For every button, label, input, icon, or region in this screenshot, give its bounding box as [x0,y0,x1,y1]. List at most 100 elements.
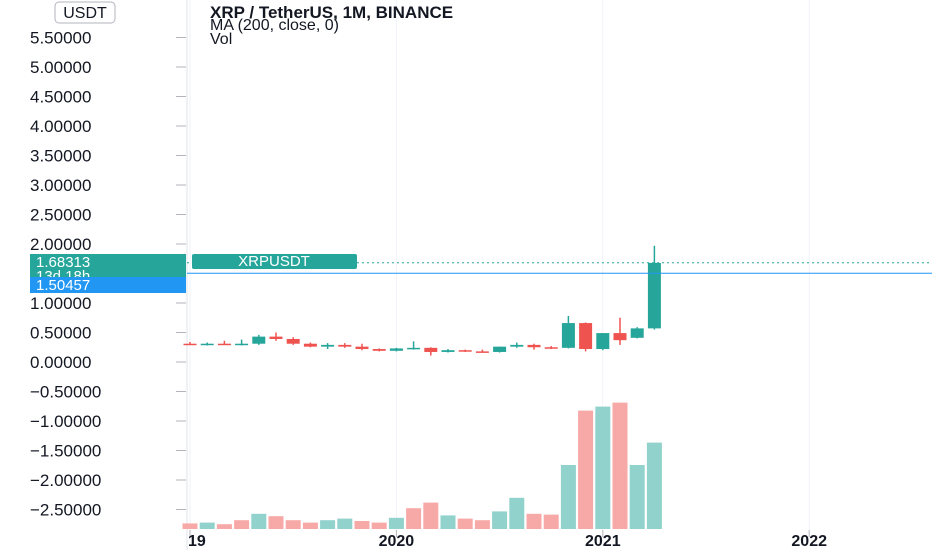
y-tick-label-16: −2.50000 [30,501,101,520]
volume-bar-20 [526,513,542,529]
candle-body-12 [389,348,403,351]
candles [183,245,661,356]
currency-label: USDT [63,5,107,22]
x-tick-label-0: 19 [188,533,206,550]
y-tick-label-15: −2.00000 [30,471,101,490]
volume-bar-22 [560,465,576,529]
volume-bars [182,402,662,529]
y-tick-label-6: 2.50000 [30,206,91,225]
volume-bar-19 [509,497,525,529]
candle-body-3 [235,343,249,346]
candle-body-1 [200,343,214,346]
y-tick-label-12: −0.50000 [30,383,101,402]
price-lines [187,262,932,274]
y-tick-label-4: 3.50000 [30,147,91,166]
volume-bar-12 [388,517,404,529]
volume-bar-24 [595,406,611,529]
volume-bar-4 [251,513,267,529]
candle-12 [389,347,403,352]
candle-body-22 [561,323,575,348]
candle-body-9 [338,344,352,347]
candle-18 [493,346,507,353]
volume-bar-3 [234,520,250,529]
volume-bar-18 [492,511,508,529]
candle-body-27 [647,262,661,329]
candle-11 [372,348,386,352]
y-tick-label-3: 4.00000 [30,117,91,136]
y-tick-label-10: 0.50000 [30,324,91,343]
currency-label-box[interactable]: USDT [54,1,116,24]
last-price-value: 1.68313 [36,254,90,271]
candle-body-2 [217,343,231,346]
x-tick-label-3: 2022 [791,533,827,550]
candle-8 [321,343,335,350]
symbol-tag: XRPUSDT [192,253,357,270]
candle-body-6 [286,338,300,344]
candle-body-18 [493,346,507,352]
y-tick-label-5: 3.00000 [30,176,91,195]
candle-17 [475,349,489,353]
candle-14 [424,347,438,356]
volume-bar-21 [543,514,559,529]
legend-indicator[interactable]: MA (200, close, 0) [210,17,339,34]
candle-0 [183,341,197,346]
candle-19 [510,342,524,348]
candle-13 [407,341,421,350]
candle-10 [355,343,369,351]
candle-body-11 [372,349,386,351]
y-tick-label-2: 4.50000 [30,88,91,107]
candle-body-15 [441,350,455,352]
volume-bar-6 [285,520,301,529]
candle-7 [303,342,317,348]
volume-bar-2 [216,524,232,529]
y-tick-label-13: −1.00000 [30,412,101,431]
legend-symbol[interactable]: XRP / TetherUS, 1M, BINANCE [210,3,453,22]
candle-body-23 [579,323,593,350]
chart-grid [186,0,810,550]
candle-body-0 [183,343,197,346]
y-tick-label-14: −1.50000 [30,442,101,461]
candle-27 [647,245,661,330]
candle-3 [235,339,249,346]
volume-bar-13 [406,508,422,529]
candle-26 [630,327,644,339]
candle-body-7 [303,343,317,347]
candle-9 [338,343,352,348]
y-tick-label-9: 1.00000 [30,294,91,313]
candle-6 [286,337,300,345]
candle-body-14 [424,347,438,352]
y-tick-label-11: 0.00000 [30,353,91,372]
legend-volume[interactable]: Vol [210,31,232,48]
volume-bar-15 [440,515,456,529]
candle-body-16 [458,350,472,352]
ma-value: 1.50457 [36,277,90,294]
candle-body-26 [630,328,644,338]
volume-bar-0 [182,523,198,529]
candle-20 [527,343,541,350]
x-tick-label-2: 2021 [585,533,621,550]
candle-body-25 [613,333,627,341]
candle-body-13 [407,347,421,350]
volume-bar-14 [423,502,439,529]
time-axis: 19 2020 2021 2022 [188,530,827,550]
volume-bar-16 [457,518,473,529]
volume-bar-7 [302,522,318,529]
candle-2 [217,340,231,346]
volume-bar-5 [268,516,284,529]
candle-body-17 [475,351,489,353]
y-tick-label-1: 5.00000 [30,58,91,77]
candle-5 [269,332,283,341]
candle-15 [441,349,455,353]
volume-bar-10 [354,521,370,529]
candle-body-19 [510,344,524,347]
volume-bar-25 [612,402,628,529]
candle-body-8 [321,344,335,347]
y-tick-label-0: 5.50000 [30,29,91,48]
x-tick-label-1: 2020 [379,533,415,550]
candle-23 [579,322,593,352]
volume-bar-27 [646,442,662,529]
candle-body-10 [355,346,369,350]
y-tick-label-7: 2.00000 [30,235,91,254]
candle-21 [544,346,558,350]
